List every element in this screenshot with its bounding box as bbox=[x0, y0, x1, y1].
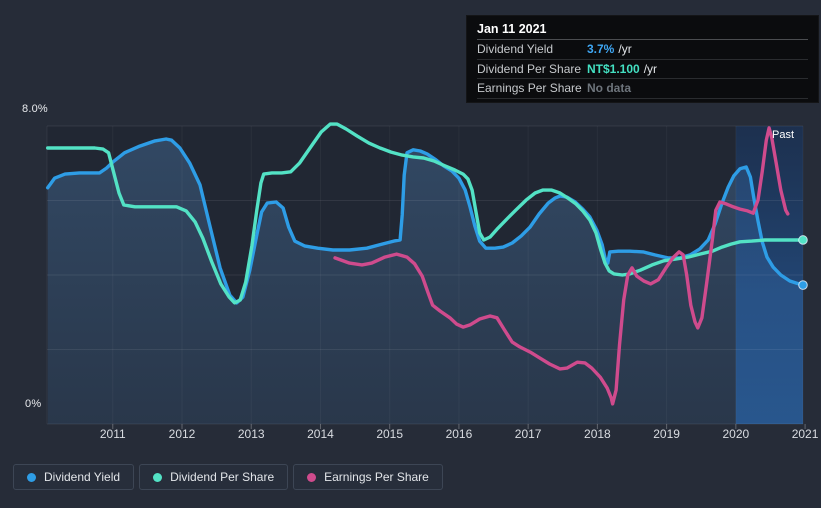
x-axis-label-2013: 2013 bbox=[237, 427, 265, 441]
chart-plot-area[interactable] bbox=[0, 0, 821, 460]
tooltip-value: NT$1.100 bbox=[587, 61, 640, 76]
x-axis-label-2018: 2018 bbox=[584, 427, 611, 441]
tooltip-label: Dividend Per Share bbox=[477, 61, 582, 76]
earnings-per-share-dot-icon bbox=[307, 472, 317, 482]
tooltip-value: 3.7% bbox=[587, 42, 615, 57]
tooltip-date: Jan 11 2021 bbox=[477, 16, 808, 40]
tooltip-label: Earnings Per Share bbox=[477, 81, 582, 96]
legend-item-dividend-per-share[interactable]: Dividend Per Share bbox=[139, 464, 289, 490]
tooltip-value: No data bbox=[587, 81, 632, 96]
x-axis-label-2021: 2021 bbox=[791, 427, 819, 441]
dividend-yield-end-dot bbox=[798, 280, 808, 290]
past-region-label: Past bbox=[772, 129, 795, 141]
legend-label: Dividend Per Share bbox=[170, 470, 275, 484]
x-axis-label-2020: 2020 bbox=[722, 427, 750, 441]
x-axis-label-2014: 2014 bbox=[307, 427, 334, 441]
legend-label: Dividend Yield bbox=[44, 470, 121, 484]
tooltip-value-suffix: /yr bbox=[618, 42, 632, 57]
x-axis-label-2012: 2012 bbox=[168, 427, 196, 441]
chart-tooltip: Jan 11 2021 Dividend Yield 3.7% /yr Divi… bbox=[466, 15, 819, 103]
x-axis-label-2017: 2017 bbox=[514, 427, 542, 441]
legend-item-earnings-per-share[interactable]: Earnings Per Share bbox=[293, 464, 443, 490]
y-axis-label-bottom: 0% bbox=[25, 398, 42, 410]
dividend-per-share-line bbox=[46, 122, 805, 305]
dividend-per-share-dot-icon bbox=[153, 472, 163, 482]
tooltip-value-suffix: /yr bbox=[643, 61, 658, 76]
tooltip-row-earnings-per-share: Earnings Per Share No data bbox=[477, 79, 808, 99]
dividend-per-share-end-dot bbox=[798, 235, 808, 245]
x-axis-label-2019: 2019 bbox=[653, 427, 680, 441]
x-axis-label-2015: 2015 bbox=[376, 427, 404, 441]
chart-legend: Dividend Yield Dividend Per Share Earnin… bbox=[13, 464, 443, 490]
x-axis-label-2011: 2011 bbox=[99, 427, 126, 441]
x-axis-label-2016: 2016 bbox=[445, 427, 473, 441]
tooltip-label: Dividend Yield bbox=[477, 42, 554, 57]
past-region-band bbox=[735, 126, 803, 424]
tooltip-row-dividend-yield: Dividend Yield 3.7% /yr bbox=[477, 40, 808, 60]
dividend-yield-dot-icon bbox=[27, 472, 36, 482]
legend-item-dividend-yield[interactable]: Dividend Yield bbox=[13, 464, 135, 490]
legend-label: Earnings Per Share bbox=[324, 470, 429, 484]
earnings-per-share-line bbox=[333, 126, 790, 406]
tooltip-row-dividend-per-share: Dividend Per Share NT$1.100 /yr bbox=[477, 60, 808, 79]
y-axis-label-top: 8.0% bbox=[22, 103, 48, 115]
